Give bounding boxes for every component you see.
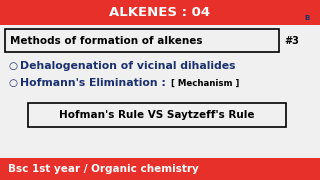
Text: ○: ○ <box>9 78 18 88</box>
Text: ALKENES : 04: ALKENES : 04 <box>109 6 211 19</box>
Text: ○: ○ <box>9 61 18 71</box>
Text: #3: #3 <box>284 35 299 46</box>
Text: Dehalogenation of vicinal dihalides: Dehalogenation of vicinal dihalides <box>20 61 236 71</box>
Text: Methods of formation of alkenes: Methods of formation of alkenes <box>10 35 203 46</box>
Text: Bsc 1st year / Organic chemistry: Bsc 1st year / Organic chemistry <box>8 164 199 174</box>
FancyBboxPatch shape <box>0 158 320 180</box>
Text: C: C <box>300 11 305 17</box>
Text: [ Mechanism ]: [ Mechanism ] <box>171 78 239 87</box>
Text: B: B <box>304 15 310 21</box>
FancyBboxPatch shape <box>5 29 279 52</box>
FancyBboxPatch shape <box>28 103 286 127</box>
Text: Hofman's Rule VS Saytzeff's Rule: Hofman's Rule VS Saytzeff's Rule <box>59 110 255 120</box>
FancyBboxPatch shape <box>0 0 320 25</box>
Text: Hofmann's Elimination :: Hofmann's Elimination : <box>20 78 170 88</box>
